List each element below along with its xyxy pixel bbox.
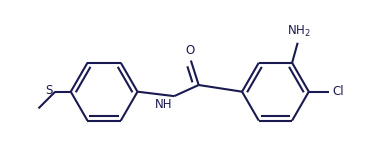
Text: S: S <box>46 84 53 97</box>
Text: NH$_2$: NH$_2$ <box>287 24 311 39</box>
Text: NH: NH <box>154 98 172 111</box>
Text: O: O <box>185 44 194 57</box>
Text: Cl: Cl <box>332 85 344 98</box>
